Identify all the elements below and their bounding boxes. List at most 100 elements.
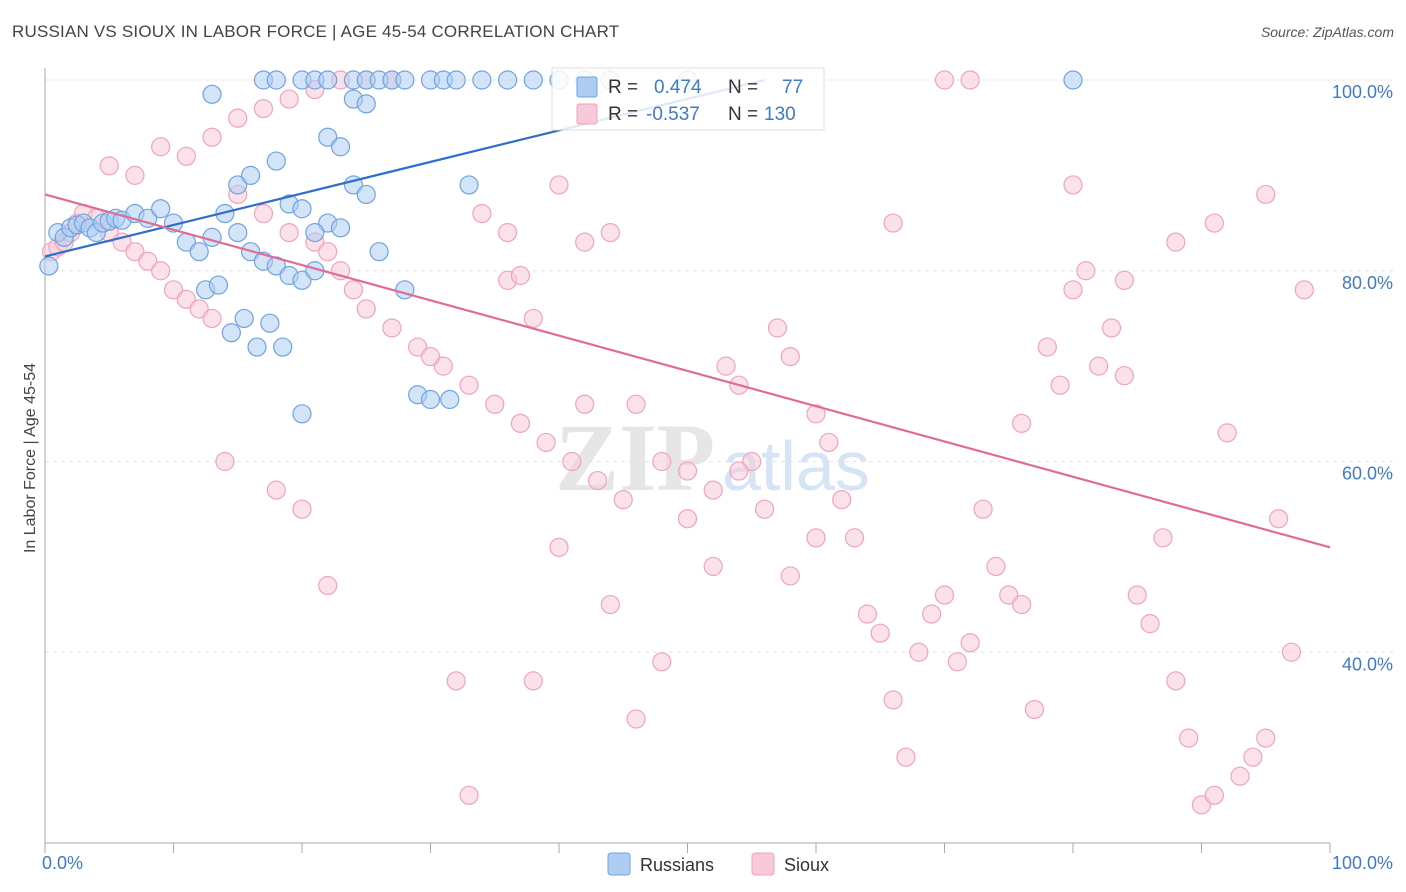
point-sioux [999,585,1019,605]
data-points [39,70,1314,815]
chart-title: RUSSIAN VS SIOUX IN LABOR FORCE | AGE 45… [12,22,620,41]
point-russians [151,199,171,219]
x-tick-label: 100.0% [1332,853,1393,873]
legend: Russians Sioux [607,852,829,876]
legend-label-russians: Russians [640,855,714,875]
point-sioux [1230,766,1250,786]
point-sioux [1101,318,1122,338]
point-sioux [1204,785,1224,805]
point-sioux [498,223,518,243]
point-sioux [1153,528,1173,548]
stats-r-label-sioux: R = [608,104,638,125]
point-russians [446,70,466,90]
point-russians [356,94,376,114]
point-sioux [600,594,621,615]
point-sioux [420,346,441,367]
point-sioux [703,480,723,500]
point-sioux [677,461,698,481]
point-sioux [176,146,196,166]
legend-swatch-sioux [751,852,775,876]
point-sioux [960,70,980,90]
legend-swatch-russians [607,852,631,876]
point-sioux [780,566,800,586]
point-sioux [703,556,723,577]
point-russians [273,337,293,357]
stats-box: R = 0.474 N = 77 R = -0.537 N = 130 [551,67,825,131]
point-sioux [806,528,826,548]
point-sioux [742,451,762,472]
point-sioux [1037,337,1057,357]
point-sioux [1011,413,1032,433]
stats-n-label-russians: N = [728,77,758,98]
stats-r-value-sioux: -0.537 [646,104,700,125]
point-russians [260,313,280,333]
point-sioux [652,451,672,472]
point-sioux [202,127,222,147]
point-russians [292,199,312,219]
point-sioux [1217,423,1237,443]
legend-label-sioux: Sioux [784,855,829,875]
point-sioux [1256,184,1276,205]
point-russians [440,389,460,410]
point-sioux [1179,728,1199,748]
y-tick-label: 40.0% [1342,654,1393,674]
point-sioux [459,785,479,805]
point-sioux [459,375,479,395]
point-sioux [292,499,312,519]
point-sioux [343,280,363,300]
stats-n-label-sioux: N = [728,104,758,125]
point-russians [39,256,59,276]
point-sioux [446,671,466,691]
point-sioux [780,346,800,367]
point-sioux [1063,280,1083,300]
point-sioux [677,509,698,529]
point-sioux [1281,642,1302,662]
point-sioux [1256,728,1276,748]
point-russians [1063,70,1083,90]
point-sioux [870,623,890,643]
point-sioux [1204,213,1224,233]
point-sioux [151,261,171,281]
point-sioux [1191,795,1212,815]
point-russians [202,84,222,104]
y-tick-label: 60.0% [1342,464,1393,484]
point-russians [305,223,325,243]
point-sioux [626,394,646,414]
point-sioux [613,490,633,510]
stats-r-value-russians: 0.474 [654,77,702,98]
point-sioux [138,251,158,271]
point-russians [292,270,312,290]
point-sioux [767,318,788,338]
point-sioux [1114,270,1135,290]
axes: 40.0% 60.0% 80.0% 100.0% 0.0% 100.0% [42,68,1393,873]
series-russians [39,70,1083,424]
point-sioux [973,499,993,519]
x-tick-label: 0.0% [42,853,83,873]
point-sioux [652,652,672,672]
point-sioux [1140,614,1160,634]
point-sioux [99,156,119,176]
point-sioux [382,318,402,338]
point-russians [228,223,248,243]
point-sioux [472,203,492,224]
point-russians [369,242,389,262]
point-sioux [729,461,749,481]
point-sioux [1024,699,1045,720]
stats-n-value-sioux: 130 [764,104,796,125]
point-russians [395,70,415,90]
point-sioux [626,709,646,729]
point-sioux [960,633,980,653]
point-russians [247,337,267,357]
point-sioux [523,671,543,691]
point-sioux [922,604,942,624]
point-sioux [253,203,274,224]
point-sioux [318,575,338,596]
point-sioux [189,299,209,319]
point-russians [241,165,261,185]
point-russians [472,70,492,90]
point-russians [266,70,286,90]
point-sioux [1294,280,1314,300]
point-russians [330,137,351,157]
point-sioux [1063,175,1083,195]
